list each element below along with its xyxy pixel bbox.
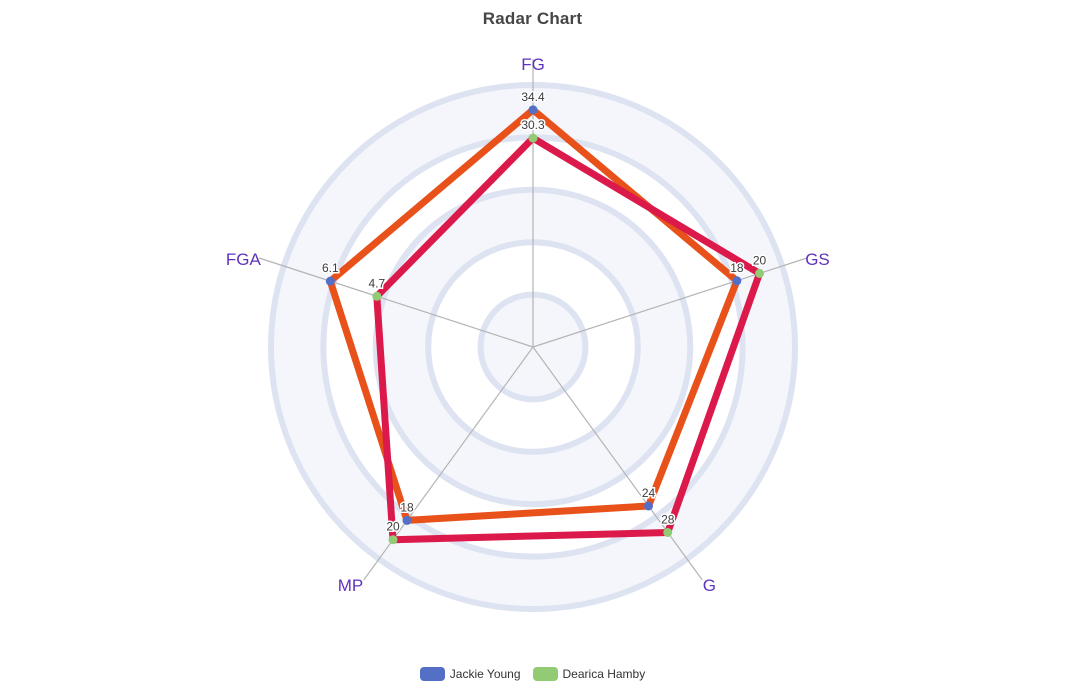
value-label: 28 bbox=[661, 512, 675, 526]
series-line-dearica-hamby[interactable] bbox=[373, 134, 763, 544]
value-label: 18 bbox=[730, 261, 744, 275]
value-label: 20 bbox=[386, 520, 400, 534]
data-point[interactable] bbox=[755, 268, 765, 278]
data-point[interactable] bbox=[663, 527, 673, 537]
data-point[interactable] bbox=[528, 105, 538, 115]
series-line-jackie-young[interactable] bbox=[326, 106, 741, 524]
legend-item-jackie-young[interactable]: Jackie Young bbox=[419, 667, 521, 681]
chart-title: Radar Chart bbox=[482, 9, 583, 28]
data-point[interactable] bbox=[732, 276, 742, 286]
axis-label-fg: FG bbox=[521, 55, 545, 74]
legend: Jackie Young Dearica Hamby bbox=[0, 667, 1065, 681]
axis-line-fga bbox=[258, 257, 534, 348]
data-point[interactable] bbox=[528, 133, 538, 143]
data-point[interactable] bbox=[402, 515, 412, 525]
data-point[interactable] bbox=[643, 501, 653, 511]
value-label: 6.1 bbox=[322, 261, 339, 275]
axis-label-mp: MP bbox=[338, 576, 364, 595]
legend-label: Dearica Hamby bbox=[562, 667, 646, 681]
data-point[interactable] bbox=[325, 276, 335, 286]
value-label: 30.3 bbox=[521, 118, 545, 132]
data-point[interactable] bbox=[388, 535, 398, 545]
data-point[interactable] bbox=[372, 291, 382, 301]
value-label: 34.4 bbox=[521, 90, 545, 104]
value-label: 20 bbox=[753, 253, 767, 267]
legend-label: Jackie Young bbox=[449, 667, 521, 681]
value-label: 4.7 bbox=[369, 276, 386, 290]
legend-swatch bbox=[419, 667, 445, 681]
legend-item-dearica-hamby[interactable]: Dearica Hamby bbox=[532, 667, 646, 681]
axis-label-fga: FGA bbox=[226, 250, 262, 269]
axis-label-g: G bbox=[703, 576, 716, 595]
value-label: 24 bbox=[642, 486, 656, 500]
value-label: 18 bbox=[400, 500, 414, 514]
axis-line-g bbox=[532, 346, 703, 581]
axis-label-gs: GS bbox=[805, 250, 830, 269]
legend-swatch bbox=[532, 667, 558, 681]
